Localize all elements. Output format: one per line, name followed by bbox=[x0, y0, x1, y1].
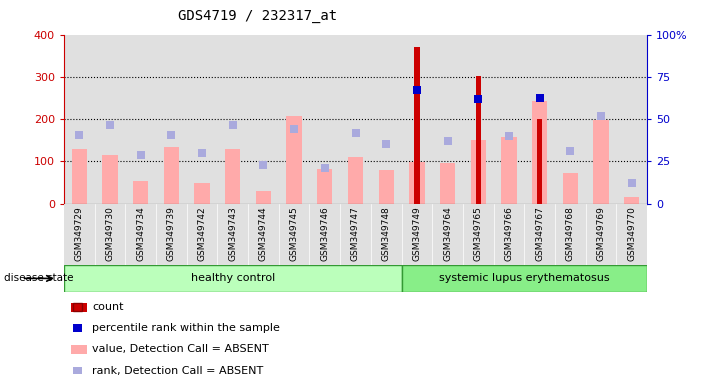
Bar bbox=[133, 181, 149, 204]
Text: GSM349767: GSM349767 bbox=[535, 207, 544, 262]
Bar bbox=[463, 35, 493, 204]
Bar bbox=[524, 35, 555, 204]
Text: systemic lupus erythematosus: systemic lupus erythematosus bbox=[439, 273, 609, 283]
Text: GSM349749: GSM349749 bbox=[412, 207, 422, 262]
Bar bbox=[340, 35, 371, 204]
Bar bbox=[432, 204, 463, 265]
Text: GSM349745: GSM349745 bbox=[289, 207, 299, 262]
Bar bbox=[616, 204, 647, 265]
Text: count: count bbox=[92, 302, 124, 312]
Bar bbox=[95, 204, 125, 265]
Text: percentile rank within the sample: percentile rank within the sample bbox=[92, 323, 280, 333]
Bar bbox=[348, 157, 363, 204]
Text: GSM349746: GSM349746 bbox=[321, 207, 329, 262]
Text: healthy control: healthy control bbox=[191, 273, 275, 283]
Bar bbox=[524, 204, 555, 265]
Bar bbox=[156, 35, 187, 204]
Bar bbox=[156, 204, 187, 265]
Bar bbox=[378, 170, 394, 204]
Text: GSM349747: GSM349747 bbox=[351, 207, 360, 262]
Text: GSM349742: GSM349742 bbox=[198, 207, 207, 261]
Bar bbox=[555, 204, 586, 265]
Bar bbox=[493, 204, 524, 265]
Text: GSM349744: GSM349744 bbox=[259, 207, 268, 261]
Bar bbox=[218, 35, 248, 204]
Bar bbox=[287, 116, 301, 204]
Bar bbox=[309, 35, 340, 204]
Bar bbox=[102, 155, 118, 204]
Text: GSM349729: GSM349729 bbox=[75, 207, 84, 262]
Bar bbox=[432, 35, 463, 204]
Bar bbox=[125, 35, 156, 204]
Bar bbox=[555, 35, 586, 204]
Bar bbox=[537, 119, 542, 204]
Bar bbox=[402, 204, 432, 265]
Bar bbox=[532, 101, 547, 204]
Bar bbox=[64, 35, 95, 204]
Bar bbox=[371, 204, 402, 265]
Bar bbox=[64, 204, 95, 265]
Text: GSM349748: GSM349748 bbox=[382, 207, 390, 262]
Bar bbox=[410, 162, 424, 204]
Bar bbox=[248, 35, 279, 204]
Bar bbox=[64, 265, 402, 292]
Text: GSM349743: GSM349743 bbox=[228, 207, 237, 262]
Bar bbox=[402, 265, 647, 292]
Bar bbox=[225, 149, 240, 204]
Bar bbox=[340, 204, 371, 265]
Bar bbox=[72, 149, 87, 204]
Text: GSM349768: GSM349768 bbox=[566, 207, 574, 262]
Bar bbox=[493, 35, 524, 204]
Bar bbox=[279, 204, 309, 265]
Bar bbox=[501, 137, 517, 204]
Bar bbox=[586, 204, 616, 265]
Bar bbox=[95, 35, 125, 204]
Bar bbox=[248, 204, 279, 265]
Bar bbox=[471, 140, 486, 204]
Bar bbox=[317, 169, 333, 204]
Text: GDS4719 / 232317_at: GDS4719 / 232317_at bbox=[178, 9, 337, 23]
Bar bbox=[187, 204, 218, 265]
Bar bbox=[402, 35, 432, 204]
Bar bbox=[371, 35, 402, 204]
Text: value, Detection Call = ABSENT: value, Detection Call = ABSENT bbox=[92, 344, 269, 354]
Bar bbox=[415, 47, 419, 204]
Bar bbox=[218, 204, 248, 265]
Text: disease state: disease state bbox=[4, 273, 73, 283]
Bar bbox=[164, 147, 179, 204]
Bar bbox=[309, 204, 340, 265]
Bar bbox=[279, 35, 309, 204]
Text: GSM349730: GSM349730 bbox=[105, 207, 114, 262]
Bar bbox=[616, 35, 647, 204]
Text: GSM349766: GSM349766 bbox=[504, 207, 513, 262]
Bar bbox=[256, 191, 271, 204]
Bar bbox=[194, 183, 210, 204]
Text: GSM349770: GSM349770 bbox=[627, 207, 636, 262]
Bar bbox=[562, 173, 578, 204]
Text: GSM349765: GSM349765 bbox=[474, 207, 483, 262]
Bar bbox=[624, 197, 639, 204]
Text: GSM349764: GSM349764 bbox=[443, 207, 452, 262]
Text: rank, Detection Call = ABSENT: rank, Detection Call = ABSENT bbox=[92, 366, 264, 376]
Bar bbox=[440, 162, 455, 204]
Text: GSM349739: GSM349739 bbox=[167, 207, 176, 262]
Text: GSM349734: GSM349734 bbox=[137, 207, 145, 262]
Bar bbox=[125, 204, 156, 265]
Bar bbox=[463, 204, 493, 265]
Bar bbox=[187, 35, 218, 204]
Bar bbox=[593, 120, 609, 204]
Bar bbox=[586, 35, 616, 204]
Bar bbox=[476, 76, 481, 204]
Text: GSM349769: GSM349769 bbox=[597, 207, 606, 262]
